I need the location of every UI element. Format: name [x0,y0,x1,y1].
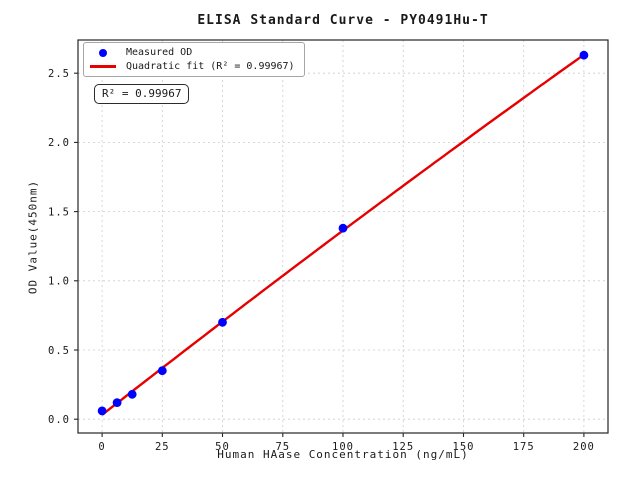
data-point [127,389,137,399]
x-tick-label: 75 [275,441,290,453]
legend-label: Quadratic fit (R² = 0.99967) [126,61,295,72]
x-tick-label: 25 [155,441,170,453]
x-tick-label: 200 [573,441,595,453]
x-tick-label: 175 [513,441,535,453]
y-tick-label: 2.5 [48,68,70,80]
fit-line-icon [90,65,116,68]
scatter-marker-icon [99,48,107,57]
data-point [218,317,227,327]
y-tick-label: 2.0 [48,137,70,149]
legend-item-measured-od: Measured OD [88,47,295,58]
x-axis-label: Human HAase Concentration (ng/mL) [217,448,469,461]
x-tick-label: 100 [332,441,354,453]
y-tick-label: 1.0 [48,276,70,288]
legend-label: Measured OD [126,47,193,58]
y-tick-label: 0.0 [48,414,70,426]
legend: Measured OD Quadratic fit (R² = 0.99967) [83,42,305,77]
y-axis-label: OD Value(450nm) [26,179,40,295]
chart-title: ELISA Standard Curve - PY0491Hu-T [197,13,489,28]
data-point [157,366,167,376]
data-point [338,223,348,233]
legend-swatch [88,48,118,57]
y-tick-label: 1.5 [48,206,70,218]
x-tick-label: 0 [98,441,105,453]
x-tick-label: 150 [453,441,475,453]
x-tick-label: 50 [215,441,230,453]
y-tick-label: 0.5 [48,345,70,357]
legend-swatch [88,65,118,68]
r-squared-annotation: R² = 0.99967 [94,84,190,104]
legend-item-quadratic-fit: Quadratic fit (R² = 0.99967) [88,61,295,72]
data-point [97,406,107,416]
data-point [112,398,122,407]
data-point [579,50,589,60]
x-tick-label: 125 [392,441,414,453]
